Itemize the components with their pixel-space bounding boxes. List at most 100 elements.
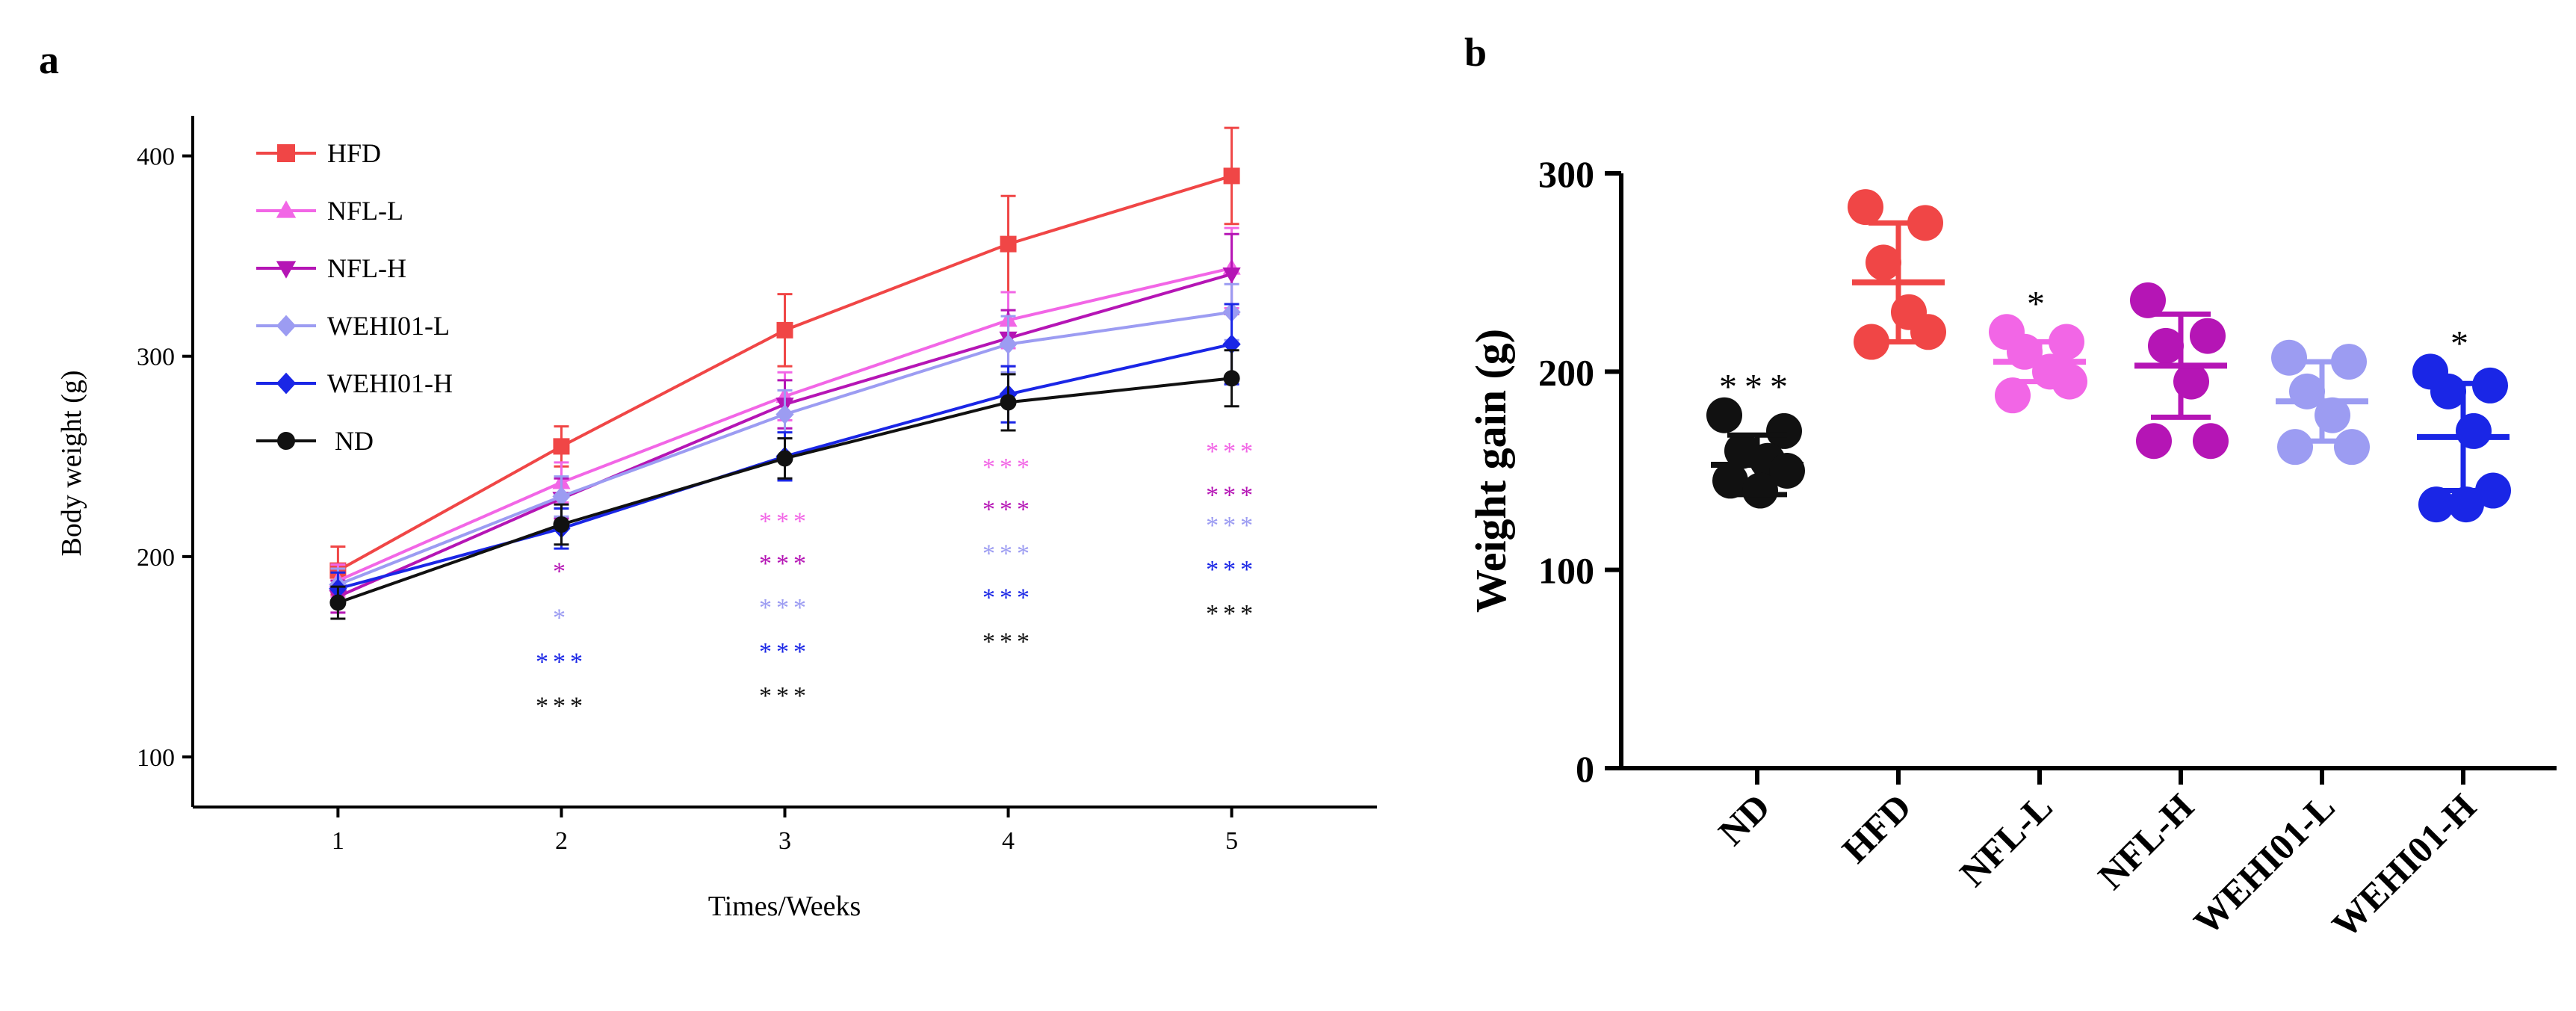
legend-label: WEHI01-H <box>327 368 453 398</box>
significance-mark: *** <box>1206 600 1257 628</box>
significance-mark: *** <box>1719 368 1795 407</box>
data-point <box>775 404 794 424</box>
data-point <box>1223 370 1240 387</box>
group-hfd <box>1848 189 1946 360</box>
x-tick-label: HFD <box>1834 785 1919 871</box>
legend-label: NFL-H <box>327 253 406 283</box>
x-tick-label: 5 <box>1225 827 1238 855</box>
significance-mark: * <box>553 558 570 586</box>
x-tick-label: WEHI01-H <box>2323 785 2484 946</box>
significance-mark: *** <box>759 638 811 666</box>
significance-mark: *** <box>982 584 1034 611</box>
significance-mark: *** <box>982 454 1034 481</box>
significance-mark: *** <box>1206 482 1257 510</box>
data-point <box>552 486 571 507</box>
x-tick-label: WEHI01-L <box>2185 785 2343 943</box>
significance-mark: *** <box>1206 438 1257 466</box>
significance-mark: *** <box>982 628 1034 655</box>
y-tick-label: 100 <box>137 744 175 772</box>
y-tick-label: 300 <box>1538 153 1594 195</box>
y-tick-label: 200 <box>137 544 175 572</box>
y-tick-label: 200 <box>1538 351 1594 393</box>
data-point <box>1000 394 1017 411</box>
y-tick-label: 400 <box>137 143 175 171</box>
legend-marker <box>277 432 295 450</box>
panel-b-scatter-chart: b 0 100 200 300 ND HFD NFL-L NFL-HWEHI01-LWEHI0… <box>1464 30 2557 946</box>
significance-mark: *** <box>759 682 811 710</box>
group-nfl-h <box>2130 282 2229 460</box>
data-point <box>1223 167 1240 185</box>
data-point <box>2148 327 2184 364</box>
x-tick-label: 1 <box>332 827 344 855</box>
legend-item-nd: ND <box>256 426 374 456</box>
data-point <box>2136 423 2172 460</box>
legend-marker <box>276 261 297 279</box>
legend-item-wehi01-h: WEHI01-H <box>256 368 453 398</box>
x-tick-label: 3 <box>778 827 791 855</box>
data-point <box>1766 412 1802 449</box>
panel-b-label: b <box>1464 30 1487 75</box>
legend-marker <box>276 372 297 395</box>
legend-label: WEHI01-L <box>327 311 450 341</box>
y-tick-label: 300 <box>137 344 175 371</box>
data-point <box>2418 486 2454 523</box>
group-wehi01-l <box>2271 339 2370 466</box>
data-point <box>1706 397 1742 433</box>
y-tick-label: 100 <box>1538 550 1594 592</box>
panel-a-x-axis-label: Times/Weeks <box>708 891 861 922</box>
data-point <box>1995 377 2031 414</box>
panel-a-y-axis-label: Body weight (g) <box>56 370 87 556</box>
legend-label: NFL-L <box>327 196 403 226</box>
significance-mark: * <box>2450 324 2476 363</box>
panel-a-label: a <box>39 37 59 82</box>
data-point <box>999 334 1018 354</box>
data-point <box>2334 429 2370 466</box>
group-nfl-l: * <box>1989 284 2087 414</box>
data-point <box>1848 189 1883 226</box>
panel-b-y-axis-label: Weight gain (g) <box>1467 329 1515 613</box>
data-point <box>1910 314 1946 350</box>
x-tick-label: NFL-H <box>2090 785 2202 897</box>
significance-mark: *** <box>1206 512 1257 539</box>
significance-mark: *** <box>759 508 811 536</box>
x-tick-label: ND <box>1710 785 1778 853</box>
legend-marker <box>276 200 297 218</box>
data-point <box>2448 486 2484 523</box>
legend-label: ND <box>335 426 374 456</box>
data-point <box>553 438 570 455</box>
x-tick-label: 4 <box>1002 827 1015 855</box>
legend-item-hfd: HFD <box>256 138 381 168</box>
group-wehi01-h: * <box>2412 324 2511 523</box>
data-point <box>2190 318 2226 354</box>
legend-marker <box>276 315 297 337</box>
data-point <box>2130 282 2166 318</box>
significance-mark: *** <box>536 648 587 675</box>
data-point <box>1712 463 1748 499</box>
group-nd: *** <box>1706 368 1805 509</box>
significance-mark: * <box>553 604 570 631</box>
data-point <box>776 450 793 467</box>
data-point <box>2193 423 2229 460</box>
legend-item-nfl-l: NFL-L <box>256 196 403 226</box>
legend-marker <box>277 144 295 162</box>
significance-mark: * <box>2027 284 2052 324</box>
y-tick-label: 0 <box>1576 748 1594 790</box>
legend-item-nfl-h: NFL-H <box>256 253 406 283</box>
significance-mark: *** <box>982 496 1034 524</box>
significance-mark: *** <box>536 692 587 720</box>
significance-mark: *** <box>1206 556 1257 584</box>
data-point <box>1742 472 1778 509</box>
data-point <box>1222 268 1241 284</box>
data-point <box>553 516 570 533</box>
significance-mark: *** <box>759 594 811 622</box>
data-point <box>2271 339 2307 376</box>
significance-mark: *** <box>759 550 811 578</box>
series-nd <box>329 349 1240 620</box>
data-point <box>1000 235 1017 253</box>
data-point <box>2277 429 2313 466</box>
significance-mark: *** <box>982 539 1034 567</box>
legend-label: HFD <box>327 138 381 168</box>
data-point <box>1769 453 1805 489</box>
data-point <box>1866 244 1901 281</box>
